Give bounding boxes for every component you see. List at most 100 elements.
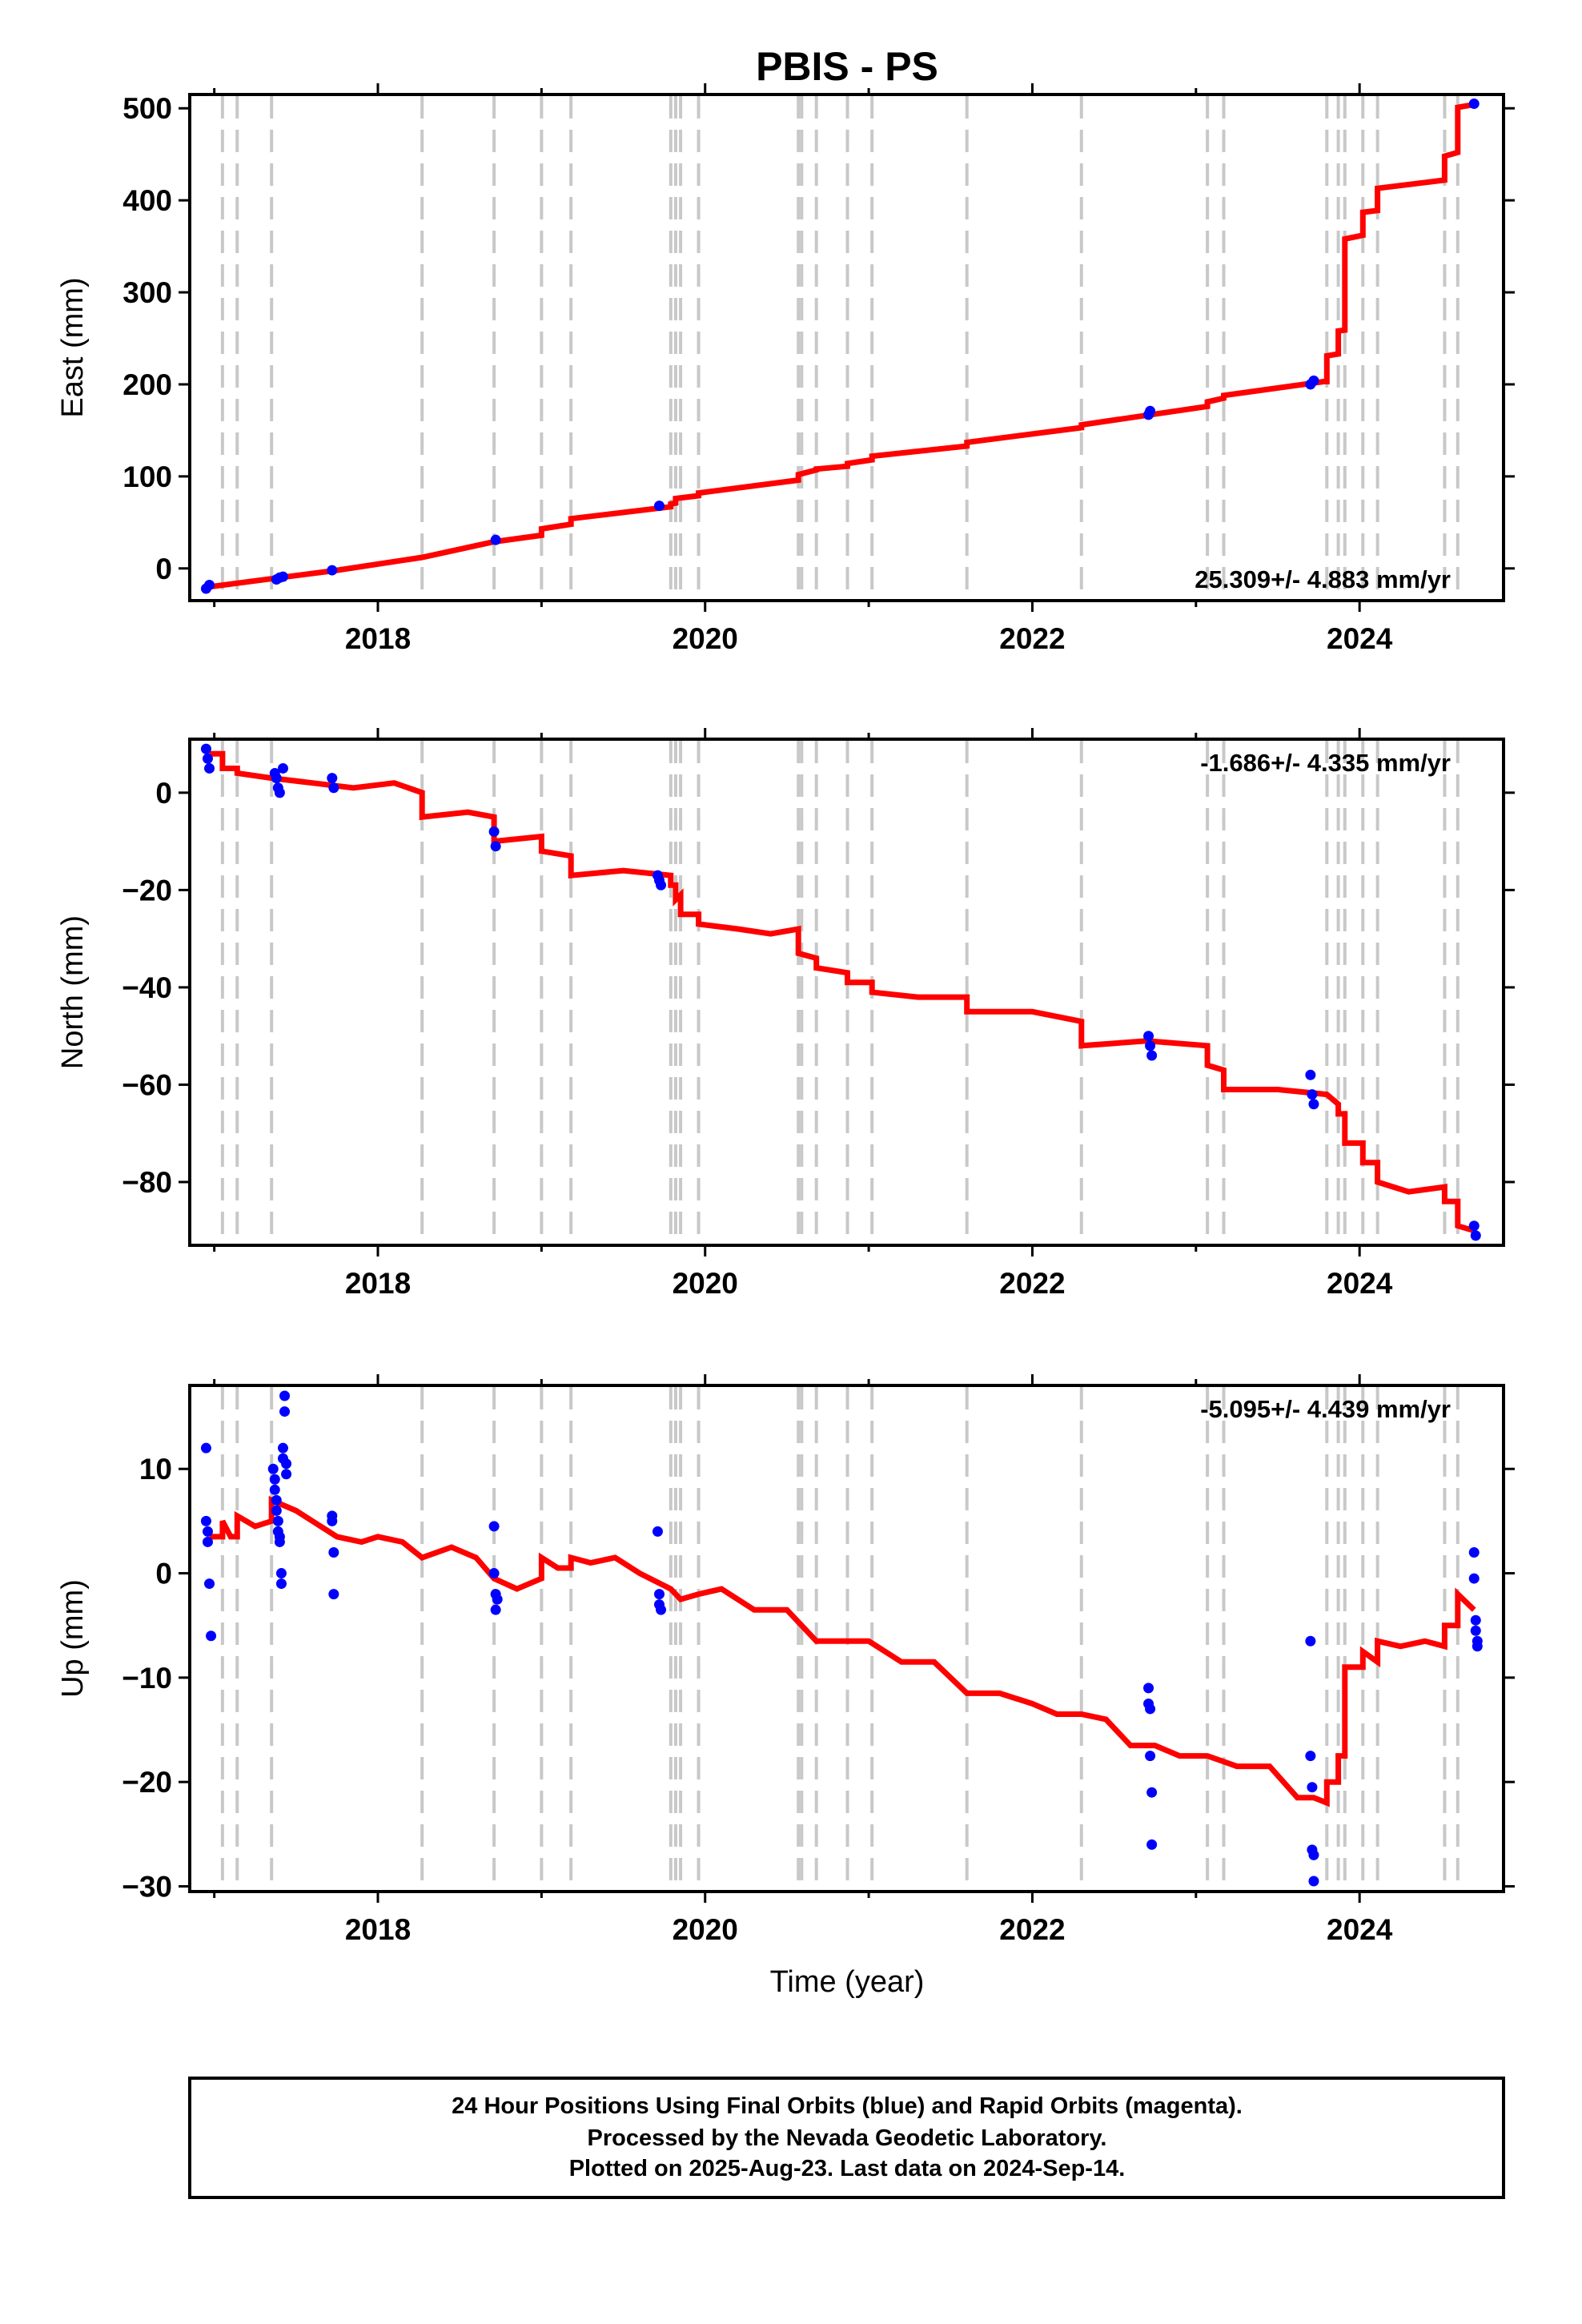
north-x-tick-label: 2018 [345,1267,411,1300]
up-data-point [272,1515,283,1526]
footer-frame [188,2077,1505,2199]
east-frame [188,93,1505,602]
up-y-tick-label: −10 [122,1662,172,1695]
east-data-point [490,534,501,545]
up-data-point [277,1442,288,1454]
up-data-point [275,1578,287,1590]
north-y-tick-label: −60 [122,1068,172,1101]
up-data-point [1146,1839,1158,1850]
north-data-point [1146,1050,1158,1061]
east-data-point [204,579,215,590]
north-data-point [277,762,288,774]
up-y-tick-label: 10 [139,1453,172,1486]
chart-title: PBIS - PS [756,44,938,89]
up-x-tick-label: 2020 [673,1913,738,1946]
up-data-point [200,1515,211,1526]
up-data-point [1146,1787,1158,1798]
up-data-point [204,1578,215,1590]
north-data-point [1305,1069,1316,1080]
east-rate-label: 25.309+/- 4.883 mm/yr [1195,565,1451,593]
north-y-axis-label: North (mm) [56,915,90,1069]
up-data-point [1145,1751,1156,1762]
footer-line-1: 24 Hour Positions Using Final Orbits (bl… [452,2093,1243,2119]
up-panel: 2018 2020 2022 2024 10 0 −10 −20 −30 Up (mm) -5.09… [56,1374,1515,1946]
north-data-point [1308,1099,1319,1110]
up-data-point [1308,1849,1319,1860]
north-break-lines [220,741,1460,1244]
up-data-point [1470,1625,1481,1636]
up-data-point [269,1484,280,1495]
up-data-point [1472,1641,1483,1652]
up-data-point [271,1505,282,1516]
east-x-tick-label: 2018 [345,622,411,655]
east-break-lines [220,96,1460,599]
north-rate-label: -1.686+/- 4.335 mm/yr [1200,749,1451,777]
north-data-point [327,773,338,784]
east-x-tick-label: 2022 [999,622,1065,655]
up-data-point [267,1463,279,1474]
east-x-tick-label: 2024 [1327,622,1393,655]
up-data-point [492,1594,503,1605]
north-points [200,743,1481,1241]
up-data-point [1145,1703,1156,1715]
up-data-point [1305,1635,1316,1647]
east-data-point [277,571,288,582]
east-y-tick-label: 400 [122,184,172,217]
footer-box: 24 Hour Positions Using Final Orbits (bl… [188,2077,1505,2199]
up-data-point [328,1589,339,1600]
up-data-point [206,1630,217,1642]
up-data-point [274,1536,285,1547]
up-data-point [1468,1546,1480,1558]
up-y-tick-label: 0 [155,1558,172,1590]
north-data-point [204,762,215,774]
up-points [200,1390,1483,1887]
north-data-point [1470,1230,1481,1241]
east-data-point [1468,98,1480,109]
east-data-point [1145,405,1156,416]
up-break-lines [220,1387,1460,1890]
up-data-point [279,1406,291,1417]
up-data-point [1307,1782,1318,1793]
north-data-point [1145,1040,1156,1051]
up-y-tick-label: −20 [122,1766,172,1799]
up-data-point [488,1521,500,1532]
up-data-point [202,1526,213,1537]
north-data-point [274,787,285,798]
east-y-tick-label: 100 [122,460,172,493]
north-y-tick-label: −20 [122,874,172,907]
up-data-point [1468,1573,1480,1584]
footer-line-3: Plotted on 2025-Aug-23. Last data on 202… [569,2156,1126,2181]
east-y-tick-label: 200 [122,368,172,401]
north-y-tick-label: 0 [155,777,172,810]
north-data-point [490,841,501,852]
east-points [200,98,1480,594]
up-data-point [269,1474,280,1485]
up-data-point [490,1604,501,1615]
up-rate-label: -5.095+/- 4.439 mm/yr [1200,1395,1451,1423]
east-panel: 2018 2020 2022 2024 0 100 200 300 400 500 East (mm… [56,83,1515,655]
up-data-point [281,1469,292,1480]
north-data-point [202,753,213,764]
up-data-point [327,1515,338,1526]
east-y-tick-label: 300 [122,276,172,309]
up-data-point [271,1494,282,1506]
up-model-line [209,1495,1476,1807]
north-data-point [1143,1031,1154,1042]
north-x-tick-label: 2020 [673,1267,738,1300]
east-data-point [327,565,338,576]
north-x-tick-label: 2024 [1327,1267,1393,1300]
up-y-tick-label: −30 [122,1870,172,1903]
up-data-point [202,1536,213,1547]
east-y-tick-label: 0 [155,553,172,585]
up-data-point [1308,1876,1319,1887]
up-y-axis-label: Up (mm) [56,1579,90,1698]
east-y-tick-label: 500 [122,92,172,125]
north-data-point [200,743,211,754]
north-x-tick-label: 2022 [999,1267,1065,1300]
north-y-tick-label: −80 [122,1166,172,1199]
up-data-point [200,1442,211,1454]
up-data-point [1143,1683,1154,1694]
up-x-tick-label: 2022 [999,1913,1065,1946]
east-model-line [209,102,1475,590]
north-y-tick-label: −40 [122,971,172,1004]
